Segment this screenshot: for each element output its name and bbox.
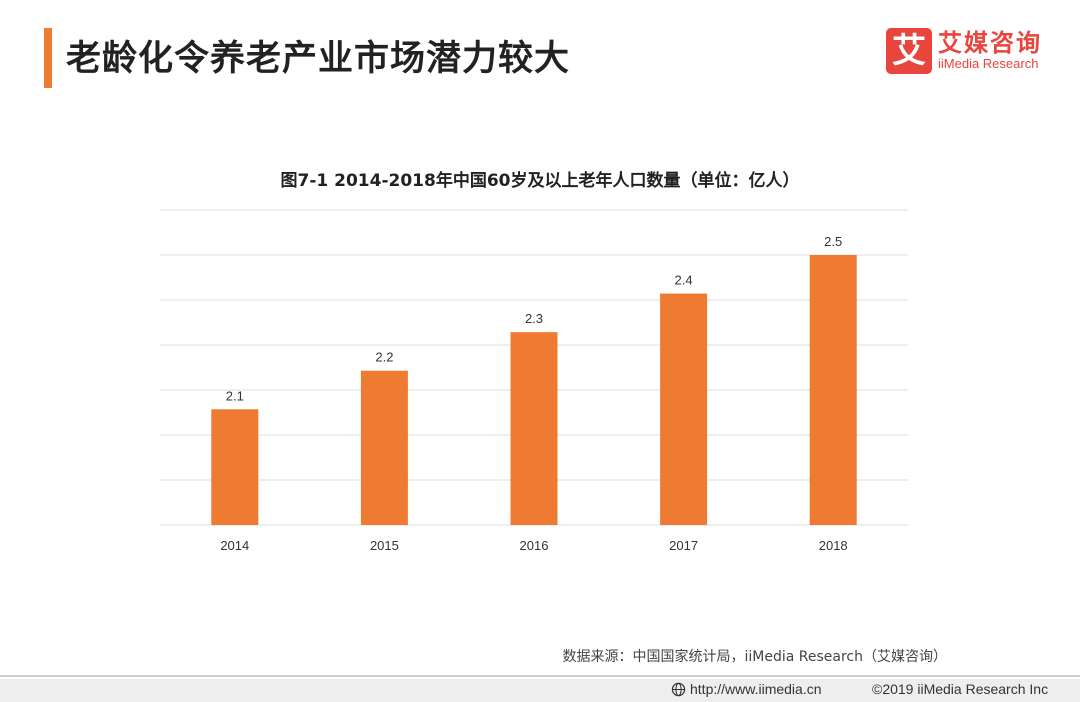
footer-url-text[interactable]: http://www.iimedia.cn (690, 681, 822, 697)
footer-copyright: ©2019 iiMedia Research Inc (872, 681, 1049, 697)
x-tick-label-2015: 2015 (370, 538, 399, 553)
footer-bar (0, 679, 1080, 702)
page-title: 老龄化令养老产业市场潜力较大 (66, 39, 571, 79)
logo-cn-text: 艾媒咨询 (938, 29, 1042, 57)
bar-2014 (211, 409, 259, 525)
brand-logo: 艾 艾媒咨询 iiMedia Research (886, 28, 1042, 74)
footer-url[interactable]: http://www.iimedia.cn (671, 681, 822, 697)
value-label-2017: 2.4 (675, 273, 693, 288)
x-tick-label-2018: 2018 (819, 538, 848, 553)
data-source: 数据来源：中国国家统计局，iiMedia Research（艾媒咨询） (562, 649, 948, 665)
value-label-2016: 2.3 (525, 311, 543, 326)
value-label-2015: 2.2 (375, 350, 393, 365)
logo-mark-icon: 艾 (886, 28, 932, 74)
title-accent-bar (44, 28, 52, 88)
footer-divider (0, 675, 1080, 677)
x-tick-label-2017: 2017 (669, 538, 698, 553)
value-label-2018: 2.5 (824, 234, 842, 249)
bar-2018 (809, 255, 857, 525)
bar-2015 (360, 370, 408, 525)
x-tick-label-2016: 2016 (520, 538, 549, 553)
chart-title: 图7-1 2014-2018年中国60岁及以上老年人口数量（单位：亿人） (280, 171, 800, 191)
logo-en-text: iiMedia Research (938, 56, 1039, 71)
bar-2016 (510, 332, 558, 525)
value-label-2014: 2.1 (226, 388, 244, 403)
bar-2017 (660, 293, 708, 525)
globe-icon (671, 682, 686, 696)
x-tick-label-2014: 2014 (220, 538, 249, 553)
